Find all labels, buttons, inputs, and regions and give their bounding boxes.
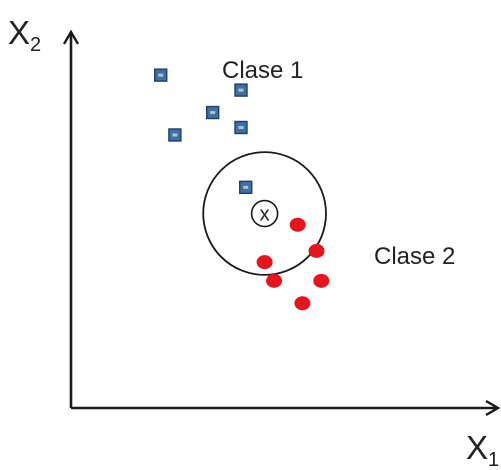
x-axis-arrow-icon bbox=[485, 399, 501, 417]
neighborhood-circle bbox=[202, 151, 327, 276]
class-1-point-highlight bbox=[238, 126, 244, 129]
class-2-point bbox=[294, 296, 311, 311]
axes bbox=[62, 29, 501, 417]
class-1-point-highlight bbox=[210, 111, 216, 115]
class-1-point-highlight bbox=[243, 185, 249, 189]
query-point-symbol: x bbox=[260, 204, 270, 226]
query-point: x bbox=[250, 199, 279, 228]
x-axis-label: X1 bbox=[466, 429, 499, 470]
y-axis-label: X2 bbox=[8, 14, 41, 56]
class-1-label: Clase 1 bbox=[222, 57, 303, 84]
class-2-point bbox=[266, 273, 283, 288]
class-2-point bbox=[256, 255, 273, 270]
class-2-point bbox=[289, 217, 306, 232]
y-axis-subscript: 2 bbox=[30, 34, 41, 56]
class-2-label: Clase 2 bbox=[374, 243, 455, 270]
class-1-point-highlight bbox=[158, 73, 164, 77]
class-2-point bbox=[308, 243, 325, 258]
class-1-point-highlight bbox=[238, 88, 244, 92]
x-axis-subscript: 1 bbox=[488, 449, 499, 470]
class-2-point bbox=[313, 273, 330, 288]
data-points bbox=[154, 68, 330, 311]
query-point-ring bbox=[250, 199, 279, 228]
y-axis-arrow-icon bbox=[62, 29, 80, 45]
class-1-point-highlight bbox=[172, 133, 178, 137]
